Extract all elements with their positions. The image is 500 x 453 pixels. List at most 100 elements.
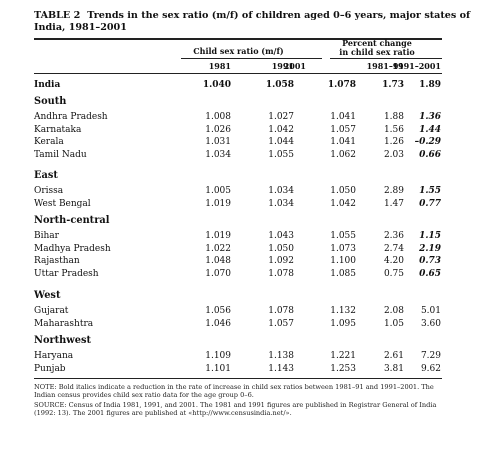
val-1991: 1.078 xyxy=(268,306,294,316)
table-row: Karnataka 1.026 1.042 1.057 1.56 1.44 xyxy=(34,124,442,136)
val-1981: 1.070 xyxy=(205,268,231,279)
val-1991-2001: 0.73 xyxy=(419,256,441,267)
table-row: Madhya Pradesh 1.022 1.050 1.073 2.74 2.19 xyxy=(34,243,442,255)
group-heading: West xyxy=(34,290,61,301)
row-name: West Bengal xyxy=(34,198,91,209)
val-1981-91: 2.61 xyxy=(383,351,404,361)
row-name: Orissa xyxy=(34,186,64,196)
val-1981-91: 2.08 xyxy=(383,306,404,316)
row-name: India xyxy=(34,80,61,90)
table-source: SOURCE: Census of India 1981, 1991, and … xyxy=(34,401,437,418)
table-row: Haryana 1.109 1.138 1.221 2.61 7.29 xyxy=(34,350,442,362)
val-1991-2001: 2.19 xyxy=(419,243,441,254)
table-row: India 1.040 1.058 1.078 1.73 1.89 xyxy=(34,79,442,91)
val-1981: 1.034 xyxy=(205,149,231,160)
val-1981: 1.048 xyxy=(205,256,231,267)
col-1981-91: 1981–91 xyxy=(366,61,404,71)
val-1981-91: 0.75 xyxy=(383,268,404,279)
val-1991: 1.143 xyxy=(268,363,294,374)
table-note: NOTE: Bold italics indicate a reduction … xyxy=(34,383,434,400)
val-1981: 1.019 xyxy=(205,231,231,241)
val-1991: 1.043 xyxy=(268,231,294,241)
col-1991-2001: 1991–2001 xyxy=(392,61,441,71)
val-1981-91: 1.56 xyxy=(383,124,404,135)
table-row: Kerala 1.031 1.044 1.041 1.26 –0.29 xyxy=(34,136,442,148)
val-2001: 1.085 xyxy=(330,268,356,279)
val-1981: 1.056 xyxy=(205,306,231,316)
header-underline-ratio xyxy=(181,58,322,59)
val-1991: 1.034 xyxy=(268,198,294,209)
val-1981: 1.031 xyxy=(205,137,231,148)
row-name: Kerala xyxy=(34,137,64,148)
bottom-rule xyxy=(34,378,442,379)
group-heading: East xyxy=(34,170,58,181)
val-2001: 1.041 xyxy=(330,137,356,148)
val-1991-2001: 9.62 xyxy=(420,363,441,374)
val-1981-91: 2.74 xyxy=(383,243,404,254)
val-1991-2001: –0.29 xyxy=(414,137,441,148)
val-1981-91: 1.47 xyxy=(383,198,404,209)
val-1981-91: 1.88 xyxy=(383,112,404,122)
val-1981: 1.008 xyxy=(205,112,231,122)
val-1981: 1.109 xyxy=(205,351,231,361)
val-2001: 1.041 xyxy=(330,112,356,122)
row-name: Andhra Pradesh xyxy=(34,112,108,122)
row-name: Rajasthan xyxy=(34,256,80,267)
header-bottom-rule xyxy=(34,73,442,74)
val-1991-2001: 5.01 xyxy=(420,306,441,316)
val-1981: 1.101 xyxy=(205,363,231,374)
val-1991-2001: 1.15 xyxy=(419,231,441,241)
table-row: Orissa 1.005 1.034 1.050 2.89 1.55 xyxy=(34,185,442,197)
row-name: Haryana xyxy=(34,351,74,361)
val-2001: 1.253 xyxy=(330,363,356,374)
val-1991-2001: 0.65 xyxy=(419,268,441,279)
header-child-sex-ratio: Child sex ratio (m/f) xyxy=(193,46,284,56)
val-1981: 1.019 xyxy=(205,198,231,209)
val-1981-91: 4.20 xyxy=(383,256,404,267)
table-row: Andhra Pradesh 1.008 1.027 1.041 1.88 1.36 xyxy=(34,111,442,123)
header-percent-change-1: Percent change xyxy=(342,38,412,48)
val-2001: 1.042 xyxy=(330,198,356,209)
val-1981-91: 1.05 xyxy=(383,318,404,329)
table-row: Rajasthan 1.048 1.092 1.100 4.20 0.73 xyxy=(34,255,442,267)
row-name: Madhya Pradesh xyxy=(34,243,111,254)
table-title-text: Trends in the sex ratio (m/f) of childre… xyxy=(34,10,471,33)
table-title: TABLE 2 Trends in the sex ratio (m/f) of … xyxy=(34,10,474,34)
val-2001: 1.057 xyxy=(330,124,356,135)
val-1981-91: 1.26 xyxy=(383,137,404,148)
val-1991-2001: 1.89 xyxy=(419,80,441,90)
group-heading: North-central xyxy=(34,215,110,226)
top-rule xyxy=(34,38,442,40)
val-1991-2001: 7.29 xyxy=(420,351,441,361)
val-1991: 1.044 xyxy=(268,137,294,148)
val-1991-2001: 1.44 xyxy=(419,124,441,135)
val-1991-2001: 0.77 xyxy=(419,198,441,209)
val-1991: 1.027 xyxy=(268,112,294,122)
table-row: Uttar Pradesh 1.070 1.078 1.085 0.75 0.65 xyxy=(34,268,442,280)
val-1991: 1.058 xyxy=(265,80,294,90)
val-2001: 1.132 xyxy=(330,306,356,316)
col-1981: 1981 xyxy=(208,61,231,71)
val-1991: 1.078 xyxy=(268,268,294,279)
val-2001: 1.050 xyxy=(330,186,356,196)
val-2001: 1.095 xyxy=(330,318,356,329)
header-underline-change xyxy=(330,58,442,59)
val-1991: 1.034 xyxy=(268,186,294,196)
val-1991-2001: 3.60 xyxy=(420,318,441,329)
val-1991: 1.057 xyxy=(268,318,294,329)
val-2001: 1.055 xyxy=(330,231,356,241)
row-name: Punjab xyxy=(34,363,66,374)
val-1991-2001: 0.66 xyxy=(419,149,441,160)
row-name: Gujarat xyxy=(34,306,69,316)
val-1981-91: 2.89 xyxy=(383,186,404,196)
val-1991: 1.138 xyxy=(268,351,294,361)
val-1981: 1.005 xyxy=(205,186,231,196)
col-1991: 1991 xyxy=(271,61,294,71)
val-2001: 1.073 xyxy=(330,243,356,254)
val-1981-91: 3.81 xyxy=(383,363,404,374)
val-2001: 1.100 xyxy=(330,256,356,267)
row-name: Uttar Pradesh xyxy=(34,268,99,279)
row-name: Tamil Nadu xyxy=(34,149,87,160)
table-row: Gujarat 1.056 1.078 1.132 2.08 5.01 xyxy=(34,305,442,317)
table-row: Tamil Nadu 1.034 1.055 1.062 2.03 0.66 xyxy=(34,149,442,161)
